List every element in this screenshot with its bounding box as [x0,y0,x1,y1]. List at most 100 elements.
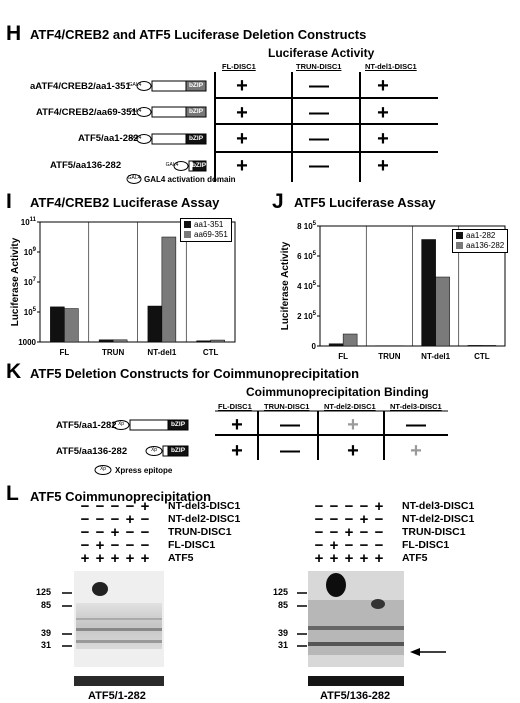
legend-label: aa69-351 [194,230,228,239]
y-tick-label: 1000 [18,338,36,347]
lane-sign: − [374,524,384,541]
gal4-tag-label: GAL4 [128,135,142,141]
bzip-label: bZIP [170,421,186,428]
lane-sign: + [110,550,120,567]
lane-row-label: TRUN-DISC1 [168,526,232,538]
panel-j-title: ATF5 Luciferase Assay [294,195,436,210]
result-symbol: + [231,440,243,462]
lane-row-label: NT-del3-DISC1 [402,500,475,512]
lane-sign: + [140,550,150,567]
x-tick-label: NT-del1 [421,352,450,361]
y-tick-label: 8 105 [297,221,317,231]
panel-h-activity-title: Luciferase Activity [268,46,375,60]
legend-swatch [456,242,463,250]
luciferase-chart-atf5: 0 2 105 4 105 6 105 8 105 FL TRUN NT-del1 CTL Luc… [280,221,506,361]
lane-sign: − [140,524,150,541]
lane-sign: − [125,537,135,554]
result-symbol: + [347,414,359,436]
lane-sign: − [314,524,324,541]
lane-sign: − [140,511,150,528]
panel-h-row-label: aATF4/CREB2/aa1-351 [30,81,131,92]
bar-aa69-351-FL [64,308,79,343]
panel-k-row-label: ATF5/aa136-282 [56,446,128,457]
result-symbol: + [236,102,248,124]
result-symbol: — [280,414,300,436]
result-symbol: + [377,102,389,124]
x-tick-label: FL [59,348,69,357]
lane-sign: + [314,550,324,567]
bar-aa136-282-NT-del1 [435,276,450,347]
panel-l-title: ATF5 Coimmunoprecipitation [30,489,212,504]
result-symbol: — [309,75,329,97]
lane-sign: − [344,511,354,528]
lane-sign: − [359,537,369,554]
lane-sign: − [110,511,120,528]
panel-h-row-label: ATF4/CREB2/aa69-351 [36,107,137,118]
x-tick-label: FL [338,352,348,361]
luciferase-chart-atf4: 1000 105 107 109 1011 FL TRUN NT-del1 CTL Lucifer… [10,217,236,357]
lane-sign: − [329,498,339,515]
y-tick-label: 1011 [21,217,37,227]
gal4-tag-label: GAL4 [128,82,142,88]
bzip-label: bZIP [188,82,204,89]
lane-sign: − [95,498,105,515]
xpress-tag-label: Xp [99,466,107,472]
lane-sign: − [95,511,105,528]
panel-h-col-ntdel1: NT-del1-DISC1 [365,62,417,71]
legend-swatch [184,221,191,229]
lane-sign: − [344,537,354,554]
left-blot-caption: ATF5/1-282 [88,690,146,702]
y-axis-label: Luciferase Activity [10,237,21,326]
lane-sign: + [80,550,90,567]
panel-h-footnote: GAL4 activation domain [144,175,236,184]
y-tick-label: 107 [24,277,37,287]
lane-sign: − [125,524,135,541]
marker-label: 85 [41,600,52,610]
result-symbol: + [377,75,389,97]
gal4-tag-label: GAL4 [128,108,142,114]
bzip-label: bZIP [191,162,207,169]
lane-row-label: NT-del2-DISC1 [402,513,475,525]
marker-label: 125 [36,587,52,597]
result-symbol: + [377,128,389,150]
result-symbol: — [406,414,426,436]
panel-k-col-trun: TRUN-DISC1 [264,402,310,411]
lane-sign: − [314,537,324,554]
panel-h-title: ATF4/CREB2 and ATF5 Luciferase Deletion … [30,27,367,42]
panel-i-letter: I [6,190,12,213]
panel-h-table-grid [214,72,438,182]
marker-label: 31 [278,640,289,650]
result-symbol: — [309,102,329,124]
legend-label: aa136-282 [466,241,505,250]
result-symbol: + [231,414,243,436]
result-symbol: — [280,440,300,462]
lane-sign: + [344,524,354,541]
x-tick-label: CTL [474,352,490,361]
lane-row-label: ATF5 [168,552,194,564]
lane-sign: − [314,511,324,528]
bzip-label: bZIP [188,108,204,115]
lane-sign: + [140,498,150,515]
legend-label: aa1-282 [466,231,496,240]
bzip-label: bZIP [188,135,204,142]
panel-k-row-label: ATF5/aa1-282 [56,420,117,431]
lane-sign: + [95,550,105,567]
y-tick-label: 105 [24,307,37,317]
result-symbol: + [236,155,248,177]
result-symbol: + [236,128,248,150]
result-symbol: + [377,155,389,177]
panel-k-table-grid [94,410,448,475]
bar-aa69-351-CTL [210,339,225,343]
panel-j-letter: J [272,190,284,213]
x-tick-label: CTL [203,348,219,357]
panel-k-binding-title: Coimmunoprecipitation Binding [246,385,429,399]
lane-sign: − [374,511,384,528]
lane-sign: − [125,498,135,515]
lane-sign: − [314,498,324,515]
lane-sign: + [374,498,384,515]
y-tick-label: 6 105 [297,251,317,261]
lane-sign: − [359,498,369,515]
panel-k-col-ntdel3: NT-del3-DISC1 [390,402,442,411]
legend-swatch [456,232,463,240]
